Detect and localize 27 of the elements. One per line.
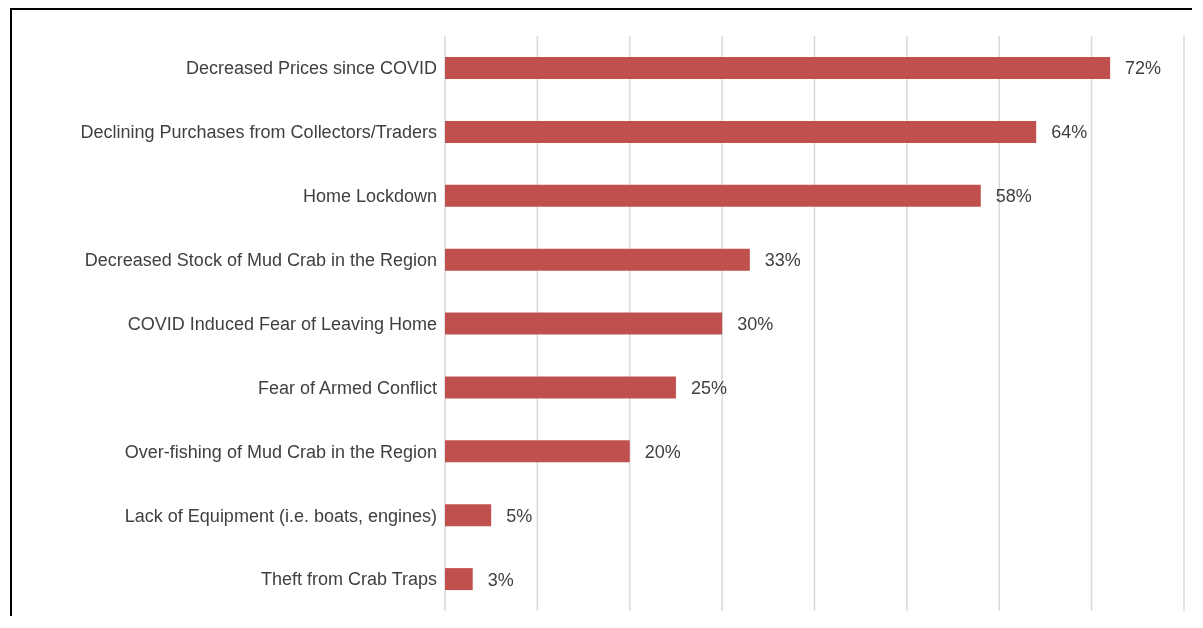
data-label: 5%: [506, 505, 533, 526]
data-label: 33%: [764, 250, 801, 271]
data-label: 25%: [690, 377, 727, 398]
data-label: 20%: [644, 441, 681, 462]
data-label: 64%: [1051, 122, 1088, 143]
data-label: 30%: [737, 313, 774, 334]
y-tick-label: Declining Purchases from Collectors/Traders: [80, 122, 437, 143]
y-tick-label: Decreased Prices since COVID: [185, 58, 437, 79]
data-label: 3%: [487, 569, 514, 590]
y-tick-label: Lack of Equipment (i.e. boats, engines): [124, 505, 437, 526]
bar: [445, 120, 1037, 143]
bar: [445, 440, 630, 463]
y-tick-label: Theft from Crab Traps: [260, 569, 437, 590]
data-label: 58%: [995, 186, 1032, 207]
bar: [445, 312, 723, 335]
bar: [445, 57, 1111, 79]
y-tick-label: Home Lockdown: [302, 186, 437, 207]
y-tick-label: Decreased Stock of Mud Crab in the Region: [84, 250, 437, 270]
bar: [445, 376, 676, 399]
y-tick-label: Fear of Armed Conflict: [257, 377, 437, 398]
y-tick-label: Over-fishing of Mud Crab in the Region: [124, 441, 437, 462]
bar: [445, 568, 473, 591]
y-tick-label: COVID Induced Fear of Leaving Home: [127, 313, 437, 334]
data-label: 72%: [1125, 58, 1162, 79]
bar: [445, 504, 492, 527]
bar: [445, 248, 750, 271]
bar: [445, 184, 981, 207]
